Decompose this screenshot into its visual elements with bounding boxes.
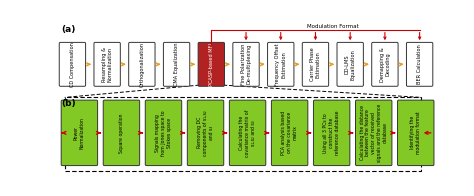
Bar <box>64 97 421 171</box>
Text: Signals mapping
from Jones space to
Stokes space: Signals mapping from Jones space to Stok… <box>155 110 172 156</box>
Text: Calculating the
covariance matrix of
s₁,s₂ and s₃: Calculating the covariance matrix of s₁,… <box>239 109 256 157</box>
FancyBboxPatch shape <box>198 42 225 86</box>
FancyBboxPatch shape <box>164 42 190 86</box>
FancyBboxPatch shape <box>94 42 120 86</box>
FancyBboxPatch shape <box>59 42 86 86</box>
Text: DD-LMS
Equalization: DD-LMS Equalization <box>345 49 356 80</box>
FancyBboxPatch shape <box>61 100 98 166</box>
FancyBboxPatch shape <box>233 42 259 86</box>
Text: (b): (b) <box>62 99 76 108</box>
FancyBboxPatch shape <box>302 42 328 86</box>
FancyBboxPatch shape <box>272 100 308 166</box>
FancyBboxPatch shape <box>267 42 294 86</box>
Text: (a): (a) <box>62 25 76 34</box>
FancyBboxPatch shape <box>398 100 434 166</box>
Text: Power
Normalization: Power Normalization <box>74 117 85 149</box>
Text: Orthogonalization: Orthogonalization <box>139 42 145 87</box>
FancyBboxPatch shape <box>337 42 364 86</box>
Text: BER Calculation: BER Calculation <box>417 44 422 84</box>
FancyBboxPatch shape <box>128 42 155 86</box>
Text: Carrier Phase
Estimation: Carrier Phase Estimation <box>310 47 321 81</box>
FancyBboxPatch shape <box>187 100 224 166</box>
FancyBboxPatch shape <box>406 42 433 86</box>
Text: Modulation Format: Modulation Format <box>307 24 359 29</box>
FancyBboxPatch shape <box>145 100 182 166</box>
FancyBboxPatch shape <box>103 100 140 166</box>
Text: Using all 3 PCs to
construct the
reference database: Using all 3 PCs to construct the referen… <box>323 111 340 155</box>
Text: Fine Polarization
De-multiplexing: Fine Polarization De-multiplexing <box>241 44 251 85</box>
FancyBboxPatch shape <box>372 42 398 86</box>
Text: PCASP-based MFI: PCASP-based MFI <box>209 43 214 86</box>
Text: Frequency Offset
Estimation: Frequency Offset Estimation <box>275 43 286 86</box>
FancyBboxPatch shape <box>229 100 266 166</box>
Text: Demapping &
Decoding: Demapping & Decoding <box>380 47 390 82</box>
FancyBboxPatch shape <box>356 100 392 166</box>
Text: Resampling &
Normalization: Resampling & Normalization <box>102 47 112 82</box>
Text: Identifying the
modulation format: Identifying the modulation format <box>410 112 421 154</box>
Text: Calculating the distance
between the feature
vector of received
signals and the : Calculating the distance between the fea… <box>360 104 388 162</box>
Text: CMA Equalization: CMA Equalization <box>174 43 179 86</box>
FancyBboxPatch shape <box>313 100 350 166</box>
Text: PCA analysis based
on the covariance
matrix: PCA analysis based on the covariance mat… <box>281 111 298 155</box>
Text: Removing DC
components of s₁,s₂
and s₃: Removing DC components of s₁,s₂ and s₃ <box>197 110 214 156</box>
Text: CD Compensation: CD Compensation <box>70 42 75 87</box>
Text: Square operation: Square operation <box>119 113 124 153</box>
